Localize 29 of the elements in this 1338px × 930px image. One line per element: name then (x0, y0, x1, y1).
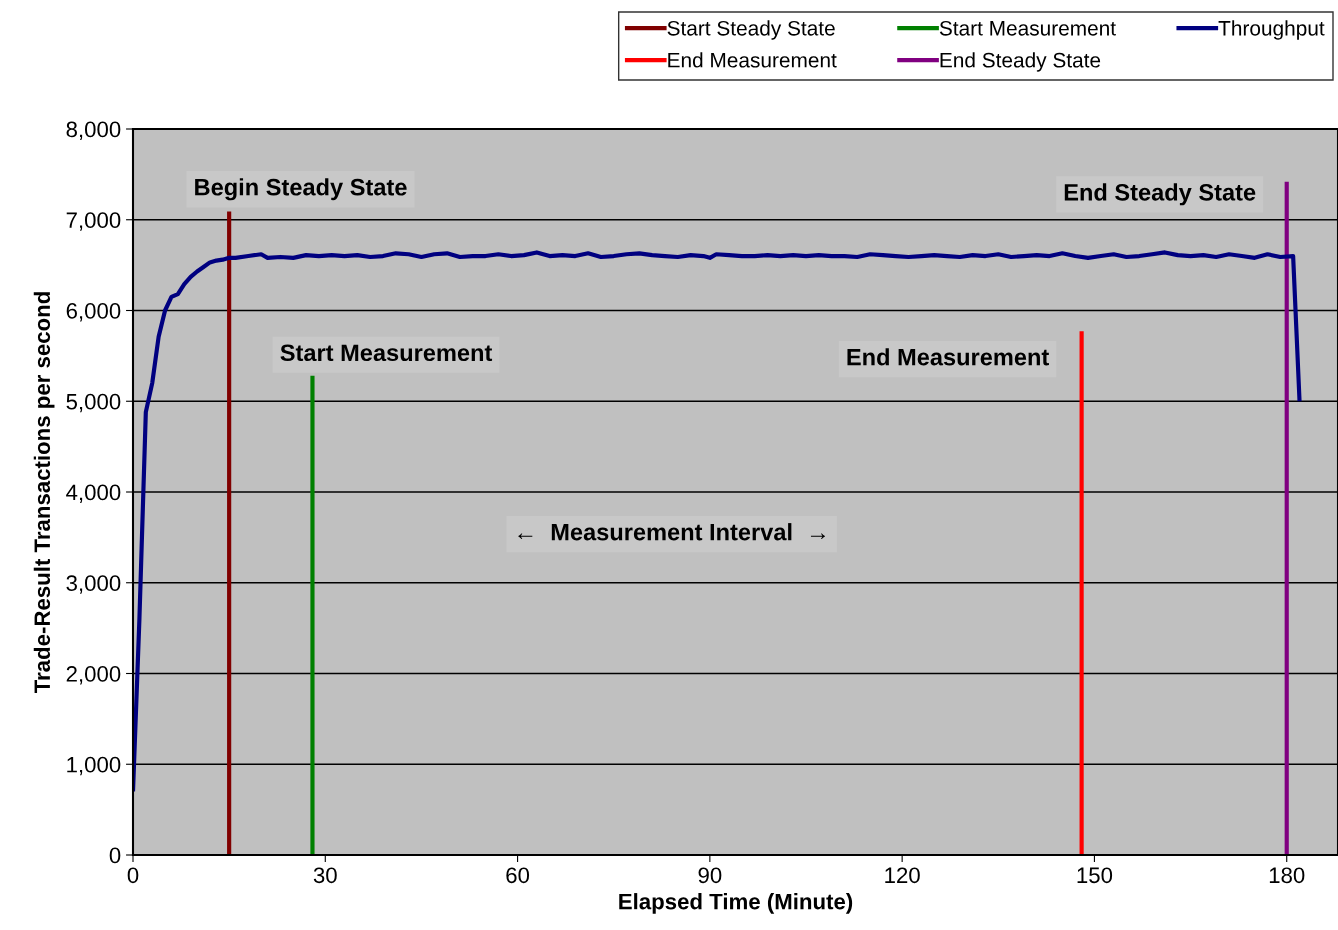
x-tick-label: 150 (1077, 867, 1113, 884)
x-tick-label: 180 (1269, 867, 1305, 884)
y-tick-label: 1,000 (67, 756, 121, 776)
y-axis-title: Trade-Result Transactions per second (33, 292, 55, 694)
annotation: Begin Steady State (195, 178, 407, 201)
annotation: End Measurement (847, 348, 1049, 366)
y-tick-label: 4,000 (66, 484, 121, 503)
y-tick-label: 8,000 (66, 121, 121, 140)
y-tick-label: 2,000 (66, 666, 121, 685)
line-series (133, 250, 1302, 794)
y-tick-label: 5,000 (66, 393, 121, 413)
legend-label: Start Steady State (667, 20, 835, 40)
x-axis-title: Elapsed Time (Minute) (619, 893, 853, 914)
x-tick-label: 60 (506, 867, 530, 884)
x-tick-label: 90 (698, 867, 722, 884)
x-tick-label: 0 (127, 867, 139, 884)
legend-label: Throughput (1218, 20, 1325, 40)
annotation: Start Measurement (280, 344, 493, 362)
legend-label: End Measurement (668, 52, 837, 68)
legend-label: End Steady State (940, 52, 1101, 72)
x-tick-label: 120 (885, 867, 920, 884)
annotation: End Steady State (1064, 183, 1256, 206)
y-tick-label: 3,000 (66, 575, 121, 594)
legend-label: Start Measurement (939, 20, 1116, 36)
x-tick-label: 30 (313, 867, 337, 884)
y-tick-label: 7,000 (66, 212, 121, 231)
y-tick-label: 6,000 (66, 303, 121, 322)
annotation: ← Measurement Interval → (518, 523, 825, 541)
y-tick-label: 0 (109, 847, 121, 864)
